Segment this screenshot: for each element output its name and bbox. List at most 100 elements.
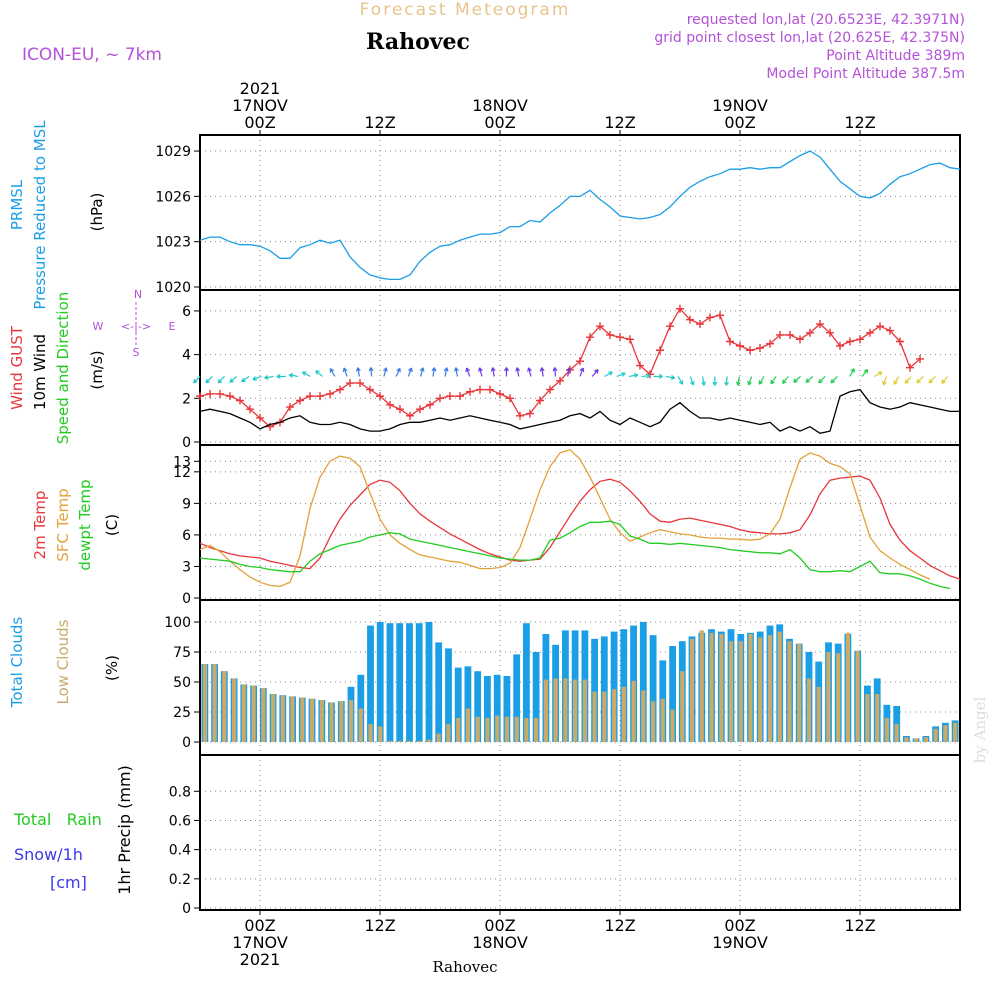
panel-frame bbox=[199, 444, 961, 601]
low-cloud-bar bbox=[806, 678, 812, 742]
bottom-time-label: 00Z bbox=[484, 916, 515, 935]
wind-direction-arrow bbox=[818, 376, 826, 384]
wind-arrow-head bbox=[252, 376, 257, 381]
low-cloud-bar bbox=[543, 679, 548, 742]
total-cloud-bar bbox=[513, 654, 521, 742]
wind-direction-arrow bbox=[516, 367, 520, 377]
gust-marker bbox=[866, 328, 874, 337]
total-cloud-bar bbox=[484, 676, 491, 742]
wind-arrow-head bbox=[315, 370, 320, 375]
gust-marker bbox=[576, 357, 584, 366]
wind-arrow-head bbox=[608, 371, 613, 376]
panel-frame bbox=[199, 754, 961, 911]
compass-arrows: <-|-> bbox=[121, 320, 151, 333]
closest-coords: grid point closest lon,lat (20.625E, 42.… bbox=[654, 30, 965, 46]
y-tick-label: 6 bbox=[182, 304, 191, 320]
total-cloud-bar bbox=[464, 666, 472, 742]
low-cloud-bar bbox=[631, 680, 636, 742]
y-tick-label: 1029 bbox=[155, 144, 191, 160]
wind-direction-arrow bbox=[343, 367, 348, 377]
low-cloud-bar bbox=[553, 678, 558, 742]
gust-marker bbox=[656, 346, 664, 355]
gust-marker bbox=[366, 385, 374, 394]
wind-direction-arrow bbox=[217, 376, 225, 384]
wind-direction-arrow bbox=[770, 376, 777, 385]
wind-direction-arrow bbox=[302, 371, 311, 377]
wind-direction-arrow bbox=[873, 371, 883, 377]
dewpt-line bbox=[199, 520, 951, 590]
model-label: ICON-EU, ~ 7km bbox=[22, 45, 162, 65]
wind-arrow-head bbox=[782, 379, 787, 384]
wind-direction-arrow bbox=[628, 374, 638, 378]
wind-direction-arrow bbox=[747, 376, 753, 386]
y-tick-label: 0.4 bbox=[169, 843, 191, 859]
wind-direction-arrow bbox=[455, 367, 459, 377]
pressure-label-long: Pressure Reduced to MSL bbox=[31, 120, 49, 310]
compass-west: W bbox=[93, 320, 104, 333]
total-cloud-bar bbox=[367, 625, 374, 742]
low-cloud-bar bbox=[875, 694, 880, 742]
wind-arrow-head bbox=[770, 379, 775, 385]
wind-direction-arrow bbox=[616, 372, 626, 378]
wind-arrow-head bbox=[539, 367, 545, 372]
wind-direction-arrow bbox=[579, 367, 584, 377]
gust-marker bbox=[286, 403, 294, 412]
gust-marker bbox=[766, 339, 774, 348]
low-cloud-bar bbox=[368, 724, 373, 742]
low-cloud-bar bbox=[826, 652, 831, 742]
wind-arrow-head bbox=[419, 367, 425, 372]
wind-arrow-head bbox=[646, 373, 651, 379]
total-cloud-bar bbox=[591, 638, 598, 742]
low-cloud-bar bbox=[797, 643, 802, 742]
gust-marker bbox=[726, 337, 734, 346]
gust-marker bbox=[896, 337, 904, 346]
total-cloud-bar bbox=[639, 622, 647, 742]
low-cloud-bar bbox=[475, 716, 480, 742]
y-tick-label: 0 bbox=[182, 901, 191, 917]
footer-location: Rahovec bbox=[432, 958, 497, 976]
total-cloud-bar bbox=[649, 635, 657, 742]
low-cloud-bar bbox=[777, 631, 782, 742]
low-cloud-bar bbox=[914, 738, 919, 742]
bottom-time-label: 12Z bbox=[604, 916, 635, 935]
wind-arrow-head bbox=[443, 367, 449, 372]
gust-marker bbox=[626, 335, 634, 344]
low-cloud-bar bbox=[767, 635, 773, 742]
wind-arrow-head bbox=[877, 371, 883, 376]
wind-direction-arrow bbox=[329, 368, 336, 377]
low-cloud-bar bbox=[582, 679, 587, 742]
gust-marker bbox=[346, 379, 354, 388]
bottom-time-label: 17NOV bbox=[232, 933, 288, 952]
low-cloud-bar bbox=[933, 728, 938, 742]
gust-marker bbox=[596, 322, 604, 331]
low-cloud-bar bbox=[378, 726, 383, 742]
wind-direction-arrow bbox=[591, 369, 599, 377]
low-cloud-bar bbox=[758, 637, 763, 742]
wind-arrow-head bbox=[431, 367, 437, 372]
low-cloud-bar bbox=[387, 740, 393, 742]
gust-marker bbox=[706, 313, 714, 322]
total-cloud-bar bbox=[454, 667, 462, 742]
wind-direction-arrow bbox=[701, 376, 705, 386]
rain-legend: Total Rain bbox=[13, 810, 102, 829]
wind-direction-arrow bbox=[665, 375, 675, 379]
gust-marker bbox=[666, 322, 674, 331]
y-tick-label: 50 bbox=[173, 675, 191, 691]
gust-marker bbox=[536, 396, 544, 405]
wind-direction-arrow bbox=[641, 375, 651, 378]
top-time-label: 17NOV bbox=[232, 96, 288, 115]
top-time-label: 12Z bbox=[604, 113, 635, 132]
low-cloud-bar bbox=[271, 694, 276, 742]
wind-unit: (m/s) bbox=[88, 350, 106, 389]
low-cloud-bar bbox=[446, 724, 451, 742]
low-cloud-bar bbox=[894, 724, 899, 742]
low-cloud-bar bbox=[689, 638, 695, 742]
y-tick-label: 12 bbox=[173, 465, 191, 481]
gust-marker bbox=[236, 396, 244, 405]
wind-arrow-head bbox=[566, 367, 572, 372]
location-title: Rahovec bbox=[366, 29, 470, 55]
gust-marker bbox=[416, 405, 424, 414]
gust-marker bbox=[606, 330, 614, 339]
low-cloud-bar bbox=[358, 708, 363, 742]
pressure-line bbox=[199, 150, 961, 281]
